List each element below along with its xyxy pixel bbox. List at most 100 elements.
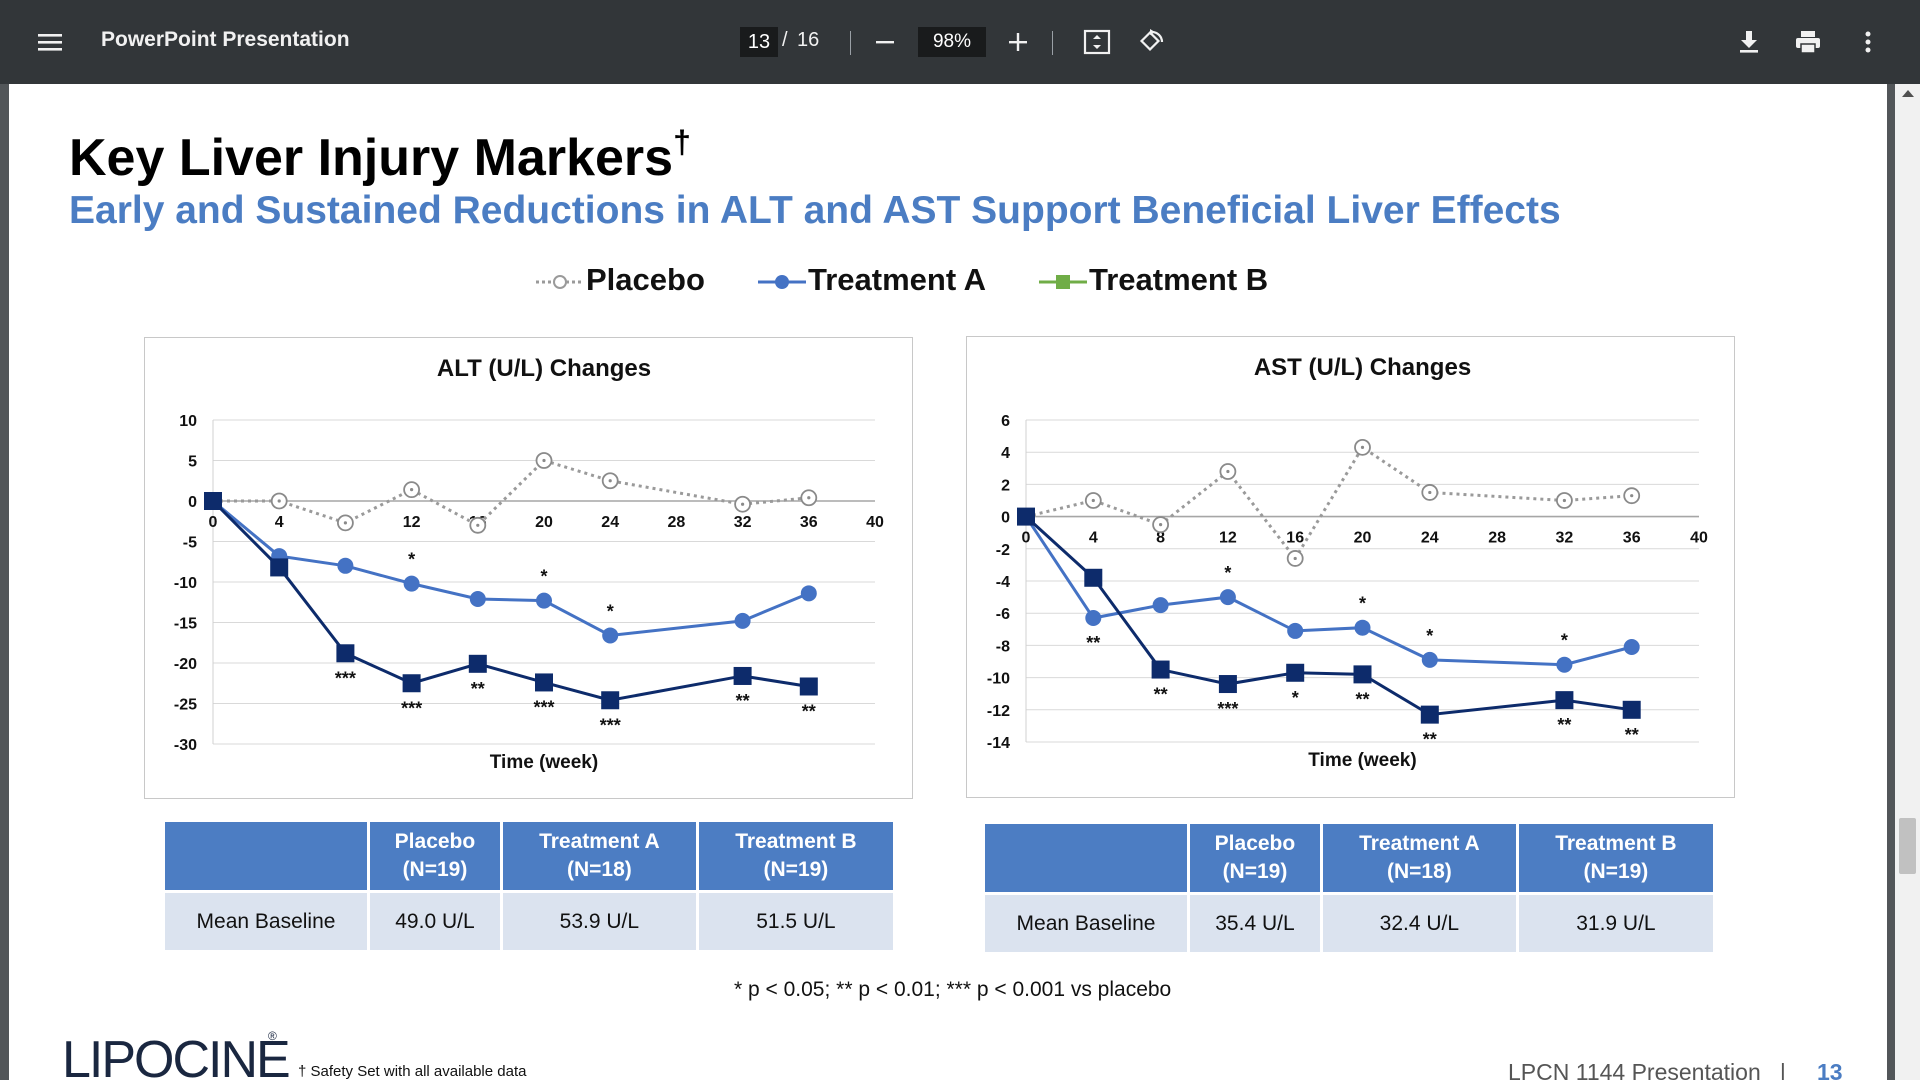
more-options-icon[interactable]	[1848, 22, 1888, 62]
page-number-input[interactable]: 13	[740, 27, 778, 57]
ast-point-center-placebo	[1360, 445, 1365, 449]
rotate-icon[interactable]	[1131, 22, 1171, 62]
row-label: Mean Baseline	[165, 890, 367, 950]
ast-y-tick-label: 2	[1001, 477, 1010, 494]
table-header-row: Placebo (N=19) Treatment A (N=18) Treatm…	[985, 824, 1713, 892]
ast-point-treatment-b	[1151, 660, 1170, 679]
legend-placebo-marker	[536, 274, 584, 289]
ast-significance-label: **	[1557, 715, 1571, 735]
alt-x-axis-label: Time (week)	[490, 752, 598, 773]
download-icon[interactable]	[1729, 22, 1769, 62]
legend-item-treatment-a: Treatment A	[756, 262, 986, 300]
ast-point-treatment-a	[1623, 639, 1640, 656]
page-total: 16	[797, 29, 820, 51]
print-icon[interactable]	[1788, 22, 1828, 62]
alt-point-treatment-b	[336, 644, 355, 663]
alt-point-center-placebo	[277, 499, 281, 503]
ast-x-tick-label: 16	[1286, 530, 1304, 547]
ast-y-tick-label: -14	[987, 735, 1010, 752]
ast-point-treatment-b	[1353, 665, 1372, 684]
pdf-toolbar: PowerPoint Presentation 13 / 16 98%	[0, 0, 1920, 84]
cell-treatment-b: 31.9 U/L	[1518, 892, 1713, 952]
alt-point-treatment-b	[270, 558, 289, 577]
pdf-page: Key Liver Injury Markers† Early and Sust…	[9, 84, 1887, 1080]
zoom-in-icon[interactable]	[998, 22, 1038, 62]
ast-y-tick-label: -12	[987, 703, 1010, 720]
ast-point-center-placebo	[1428, 490, 1432, 495]
ast-point-treatment-a	[1152, 597, 1169, 614]
scrollbar-thumb[interactable]	[1899, 818, 1916, 874]
table-header-treatment-b: Treatment B (N=19)	[698, 822, 893, 890]
alt-point-center-placebo	[542, 458, 546, 463]
presentation-label-separator: |	[1779, 1059, 1786, 1080]
alt-significance-label: **	[736, 691, 750, 711]
ast-point-treatment-a	[1085, 610, 1102, 627]
ast-x-tick-label: 40	[1690, 530, 1708, 547]
ast-y-tick-label: 6	[1001, 413, 1010, 430]
ast-significance-label: **	[1154, 685, 1168, 705]
alt-point-treatment-b	[601, 691, 620, 710]
ast-significance-label: **	[1355, 689, 1369, 709]
alt-baseline-table: Placebo (N=19) Treatment A (N=18) Treatm…	[162, 822, 896, 950]
ast-y-tick-label: -8	[996, 638, 1010, 655]
ast-point-treatment-b	[1420, 705, 1439, 724]
ast-y-tick-label: -4	[996, 574, 1010, 591]
alt-point-treatment-a	[469, 591, 486, 608]
alt-chart-svg: ALT (U/L) Changes 10 5 0 -5 -10 -15 -20 -25 -30 0 4…	[174, 355, 884, 773]
zoom-out-icon[interactable]	[865, 22, 905, 62]
zoom-level-input[interactable]: 98%	[918, 27, 986, 57]
ast-x-tick-label: 20	[1354, 530, 1372, 547]
scroll-up-arrow[interactable]	[1902, 90, 1914, 97]
vertical-scrollbar[interactable]	[1895, 84, 1920, 1080]
alt-y-tick-label: -15	[174, 616, 197, 633]
safety-set-note: † Safety Set with all available data	[298, 1063, 527, 1080]
significance-footnote: * p < 0.05; ** p < 0.01; *** p < 0.001 v…	[734, 978, 1172, 1001]
presentation-label: LPCN 1144 Presentation |	[1508, 1059, 1786, 1080]
ast-y-tick-label: -10	[987, 671, 1010, 688]
ast-point-center-placebo	[1091, 498, 1095, 503]
ast-point-center-placebo	[1630, 494, 1634, 498]
ast-significance-label: *	[1224, 563, 1231, 583]
alt-significance-label: *	[607, 601, 614, 621]
alt-point-treatment-b	[799, 677, 818, 696]
ast-point-treatment-b	[1555, 691, 1574, 710]
alt-x-tick-label: 12	[403, 514, 421, 531]
alt-x-tick-label: 32	[734, 514, 752, 531]
alt-point-center-placebo	[476, 523, 480, 527]
alt-point-center-placebo	[807, 496, 811, 500]
cell-treatment-a: 32.4 U/L	[1322, 892, 1516, 952]
alt-x-tick-label: 4	[275, 514, 284, 531]
ast-y-tick-label: -2	[996, 542, 1010, 559]
toolbar-divider	[850, 31, 851, 55]
ast-chart-title: AST (U/L) Changes	[1254, 354, 1471, 381]
alt-y-tick-label: -25	[174, 697, 197, 714]
ast-point-treatment-a	[1421, 651, 1438, 668]
legend-label-placebo: Placebo	[586, 262, 705, 297]
table-header-row: Placebo (N=19) Treatment A (N=18) Treatm…	[165, 822, 893, 890]
slide-subtitle: Early and Sustained Reductions in ALT an…	[69, 189, 1561, 232]
ast-point-treatment-b	[1218, 675, 1237, 694]
fit-page-icon[interactable]	[1077, 22, 1117, 62]
ast-x-tick-label: 4	[1089, 530, 1098, 547]
cell-treatment-b: 51.5 U/L	[698, 890, 893, 950]
alt-significance-label: **	[471, 679, 485, 699]
legend-item-treatment-b: Treatment B	[1037, 262, 1268, 300]
table-header-treatment-b: Treatment B (N=19)	[1518, 824, 1713, 892]
legend-label-treatment-b: Treatment B	[1089, 262, 1269, 297]
menu-icon[interactable]	[30, 22, 70, 62]
table-header-empty	[165, 822, 367, 890]
ast-significance-label: *	[1292, 688, 1299, 708]
alt-x-tick-label: 36	[800, 514, 818, 531]
alt-point-treatment-b	[204, 492, 222, 510]
alt-x-tick-label: 28	[668, 514, 686, 531]
ast-point-treatment-a	[1219, 589, 1236, 606]
ast-point-treatment-a	[1556, 656, 1573, 673]
ast-x-tick-label: 0	[1022, 530, 1031, 547]
alt-point-treatment-a	[734, 612, 751, 629]
ast-y-tick-label: -6	[996, 606, 1010, 623]
alt-significance-label: *	[408, 550, 415, 570]
slide-title: Key Liver Injury Markers†	[69, 124, 691, 188]
ast-point-center-placebo	[1293, 556, 1297, 561]
alt-y-tick-label: -20	[174, 656, 197, 673]
alt-line-treatment-a	[212, 499, 810, 638]
